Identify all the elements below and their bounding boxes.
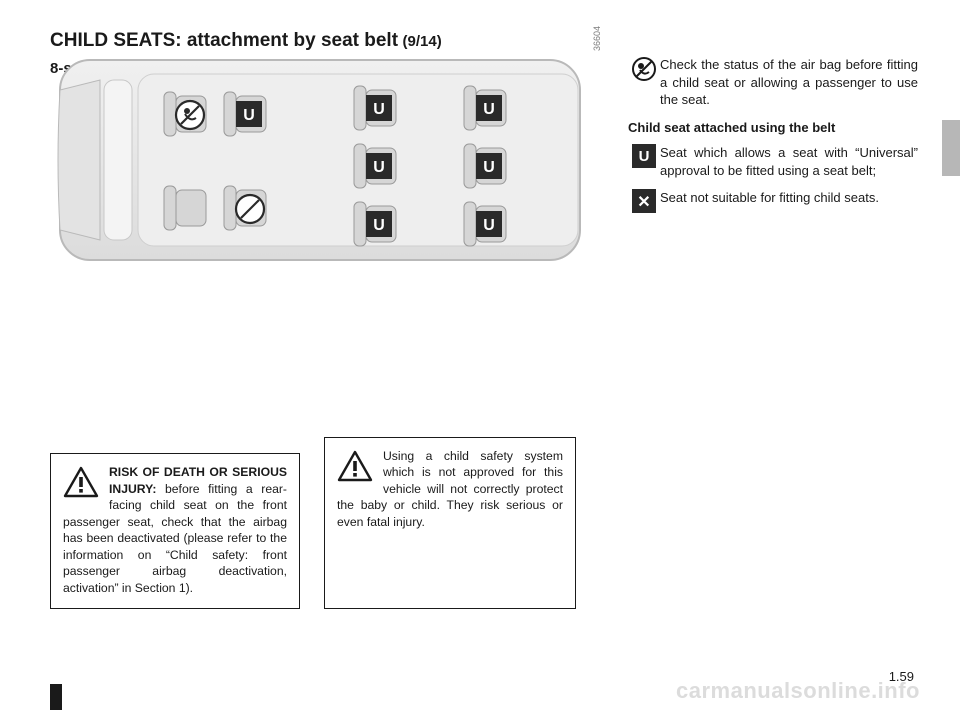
vehicle-diagram: 36604 U U U U U U U [50, 10, 610, 320]
x-box-icon: ✕ [628, 189, 660, 213]
airbag-status-icon [628, 56, 660, 82]
svg-text:U: U [483, 101, 495, 118]
grey-tab [942, 120, 960, 176]
legend-notsuitable-text: Seat not suitable for fitting child seat… [660, 189, 918, 207]
warning-triangle-icon [63, 466, 99, 498]
u-box-icon: U [628, 144, 660, 168]
warning-body: before fitting a rear-facing child seat … [63, 482, 287, 595]
manual-page: CHILD SEATS: attachment by seat belt (9/… [0, 0, 960, 710]
legend-universal-text: Seat which allows a seat with “Universal… [660, 144, 918, 179]
legend-universal: U Seat which allows a seat with “Univers… [628, 144, 918, 179]
black-tab [50, 684, 62, 710]
page-number: 1.59 [889, 669, 914, 684]
svg-text:✕: ✕ [637, 194, 650, 211]
svg-text:U: U [483, 159, 495, 176]
legend-column: Check the status of the air bag before f… [628, 56, 918, 223]
warning-triangle-icon [337, 450, 373, 482]
svg-text:U: U [373, 159, 385, 176]
image-number: 36604 [592, 26, 602, 51]
legend-notsuitable: ✕ Seat not suitable for fitting child se… [628, 189, 918, 213]
svg-text:U: U [483, 217, 495, 234]
legend-belt-heading: Child seat attached using the belt [628, 119, 918, 137]
watermark: carmanualsonline.info [676, 678, 920, 704]
legend-airbag-text: Check the status of the air bag before f… [660, 56, 918, 109]
svg-text:U: U [639, 148, 650, 165]
svg-text:U: U [373, 217, 385, 234]
svg-text:U: U [373, 101, 385, 118]
warning-box-approval: Using a child safety system which is not… [324, 437, 576, 609]
warning-row: RISK OF DEATH OR SERIOUS INJURY: before … [50, 419, 920, 609]
svg-text:U: U [243, 107, 255, 124]
legend-airbag: Check the status of the air bag before f… [628, 56, 918, 109]
warning-box-death: RISK OF DEATH OR SERIOUS INJURY: before … [50, 453, 300, 609]
